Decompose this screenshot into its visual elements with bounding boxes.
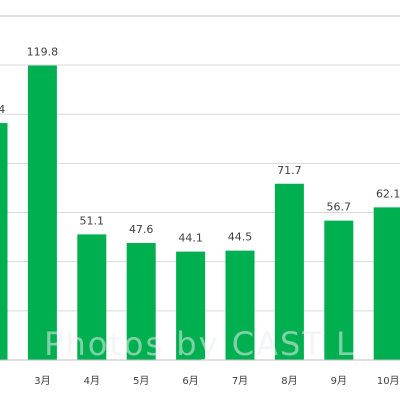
bar-5月: [126, 242, 156, 360]
bar-3月: [27, 65, 57, 360]
bar-2月: [0, 123, 8, 360]
bar-8月: [274, 183, 304, 360]
bar-9月: [324, 220, 354, 360]
watermark-text: Photos by CAST L: [44, 325, 356, 363]
bar-value-label: 47.6: [129, 223, 154, 236]
bar-value-label: 119.8: [27, 46, 59, 59]
bar-value-label: 96.4: [0, 103, 5, 116]
bar-value-label: 44.1: [178, 232, 203, 245]
bar-7月: [225, 250, 255, 360]
bar-value-label: 56.7: [327, 201, 352, 214]
bar-value-label: 51.1: [80, 214, 105, 227]
x-tick-label: 5月: [133, 375, 149, 387]
value-labels: 96.4 119.8 51.1 47.6 44.1 44.5 71.7 56.7 62.1: [0, 46, 400, 245]
bar-6月: [176, 251, 206, 360]
x-tick-label: 6月: [182, 375, 198, 387]
x-tick-label: 8月: [281, 375, 297, 387]
x-tick-label: 2月: [0, 375, 1, 387]
bar-value-label: 44.5: [228, 231, 253, 244]
bar-4月: [77, 234, 107, 360]
bar-10月: [373, 207, 400, 360]
bars: [0, 65, 400, 360]
x-tick-label: 4月: [84, 375, 100, 387]
x-tick-labels: 2月 3月 4月 5月 6月 7月 8月 9月 10月: [0, 375, 400, 387]
x-tick-label: 7月: [232, 375, 248, 387]
bar-value-label: 62.1: [376, 187, 400, 200]
x-tick-label: 3月: [34, 375, 50, 387]
x-tick-label: 9月: [331, 375, 347, 387]
bar-value-label: 71.7: [277, 164, 302, 177]
x-tick-label: 10月: [377, 375, 400, 387]
